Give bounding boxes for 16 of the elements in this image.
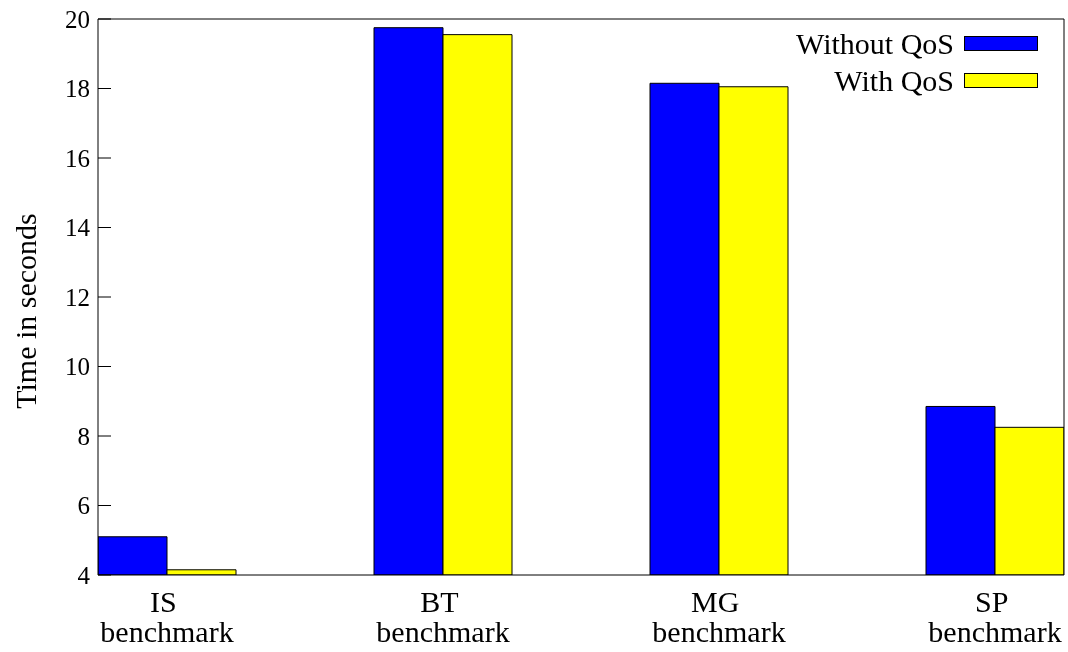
y-tick-label: 20 <box>65 5 90 33</box>
y-tick-label: 16 <box>65 144 90 172</box>
y-tick-label: 6 <box>77 492 90 520</box>
y-tick-label: 12 <box>65 283 90 311</box>
x-tick-label: BT benchmark <box>376 585 510 648</box>
y-tick-label: 8 <box>77 422 90 450</box>
y-axis-title: Time in seconds <box>8 213 42 409</box>
x-tick-label: SP benchmark <box>928 585 1062 648</box>
y-tick-label: 18 <box>65 75 90 103</box>
y-tick-label: 14 <box>65 214 91 242</box>
legend-label: With QoS <box>834 63 954 99</box>
y-tick-label: 10 <box>65 353 90 381</box>
y-tick-label: 4 <box>77 561 91 589</box>
x-tick-label: MG benchmark <box>652 585 786 648</box>
x-tick-label: IS benchmark <box>100 585 234 648</box>
legend-label: Without QoS <box>796 26 954 62</box>
